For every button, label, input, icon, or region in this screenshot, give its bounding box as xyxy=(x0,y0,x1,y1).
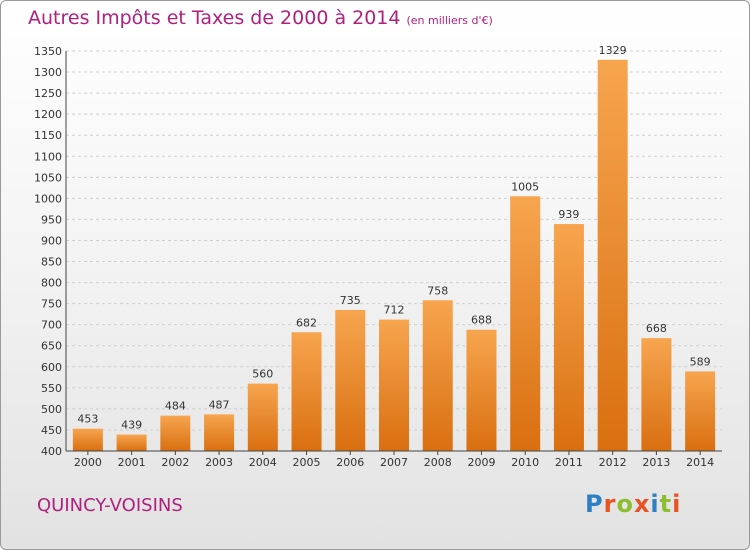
y-tick-label: 400 xyxy=(41,445,62,458)
x-tick-label: 2003 xyxy=(205,456,233,469)
bar xyxy=(116,434,147,451)
bar-value-label: 560 xyxy=(252,368,273,381)
bar-value-label: 688 xyxy=(471,314,492,327)
bars: 453 439 484 487 560 682 735 712 758 688 1005 939 132… xyxy=(72,44,716,452)
x-tick-label: 2007 xyxy=(380,456,408,469)
chart-title: Autres Impôts et Taxes de 2000 à 2014 (en… xyxy=(28,7,493,29)
y-tick-label: 950 xyxy=(41,213,62,226)
x-axis: 2000 2001 2002 2003 2004 2005 2006 2007 2008 2009… xyxy=(66,450,722,469)
y-tick-label: 500 xyxy=(41,403,62,416)
proxiti-logo: Proxiti xyxy=(585,490,681,518)
x-tick-label: 2014 xyxy=(686,456,714,469)
y-tick-label: 750 xyxy=(41,298,62,311)
y-tick-label: 900 xyxy=(41,234,62,247)
y-tick-label: 850 xyxy=(41,256,62,269)
bar xyxy=(597,59,628,452)
bar xyxy=(685,371,716,451)
y-tick-label: 1100 xyxy=(34,150,62,163)
logo-letter: t xyxy=(659,490,673,518)
y-tick-label: 450 xyxy=(41,424,62,437)
bar-value-label: 735 xyxy=(340,294,361,307)
x-tick-label: 2000 xyxy=(74,456,102,469)
x-tick-label: 2010 xyxy=(511,456,539,469)
city-name: QUINCY-VOISINS xyxy=(37,495,183,516)
y-tick-label: 1250 xyxy=(34,87,62,100)
bar-value-label: 1005 xyxy=(511,180,539,193)
y-tick-label: 650 xyxy=(41,340,62,353)
y-tick-label: 1150 xyxy=(34,129,62,142)
bar-value-label: 484 xyxy=(165,400,186,413)
bar-value-label: 939 xyxy=(558,208,579,221)
logo-letter: x xyxy=(633,490,651,518)
x-tick-label: 2011 xyxy=(555,456,583,469)
title-text: Autres Impôts et Taxes de 2000 à 2014 xyxy=(28,7,401,29)
y-tick-label: 800 xyxy=(41,277,62,290)
bar xyxy=(641,338,672,451)
bar-value-label: 439 xyxy=(121,419,142,432)
bar xyxy=(247,383,278,451)
bar-value-label: 758 xyxy=(427,284,448,297)
x-tick-label: 2006 xyxy=(336,456,364,469)
bar xyxy=(160,415,191,451)
logo-letter: i xyxy=(650,490,660,518)
bar xyxy=(72,428,103,451)
y-tick-label: 1050 xyxy=(34,171,62,184)
y-tick-label: 600 xyxy=(41,361,62,374)
x-tick-label: 2005 xyxy=(293,456,321,469)
y-tick-label: 700 xyxy=(41,319,62,332)
x-tick-label: 2009 xyxy=(467,456,495,469)
bar-value-label: 682 xyxy=(296,316,317,329)
bar xyxy=(466,329,497,451)
logo-letter: i xyxy=(672,490,682,518)
bar-value-label: 487 xyxy=(209,398,230,411)
x-tick-label: 2008 xyxy=(424,456,452,469)
bar-value-label: 453 xyxy=(77,413,98,426)
bar xyxy=(291,332,322,451)
logo-letter: o xyxy=(616,490,634,518)
y-tick-label: 1300 xyxy=(34,66,62,79)
bar xyxy=(422,300,453,451)
bar xyxy=(204,414,235,451)
bar-value-label: 589 xyxy=(690,355,711,368)
y-tick-label: 1000 xyxy=(34,192,62,205)
bar-value-label: 668 xyxy=(646,322,667,335)
title-unit: (en milliers d'€) xyxy=(406,14,493,27)
bar-value-label: 1329 xyxy=(599,44,627,57)
x-tick-label: 2004 xyxy=(249,456,277,469)
x-tick-label: 2001 xyxy=(118,456,146,469)
bar xyxy=(510,196,541,451)
bar xyxy=(379,319,409,451)
logo-letter: r xyxy=(603,490,617,518)
x-tick-label: 2013 xyxy=(642,456,670,469)
x-tick-label: 2002 xyxy=(161,456,189,469)
logo-letter: P xyxy=(585,490,604,518)
bar-value-label: 712 xyxy=(384,304,405,317)
y-tick-label: 1200 xyxy=(34,108,62,121)
x-tick-label: 2012 xyxy=(599,456,627,469)
y-axis: 400 450 500 550 600 650 700 750 800 850 900 950 1000… xyxy=(34,45,67,458)
y-tick-label: 550 xyxy=(41,382,62,395)
bar xyxy=(335,309,366,451)
bar xyxy=(553,224,584,451)
y-tick-label: 1350 xyxy=(34,45,62,58)
